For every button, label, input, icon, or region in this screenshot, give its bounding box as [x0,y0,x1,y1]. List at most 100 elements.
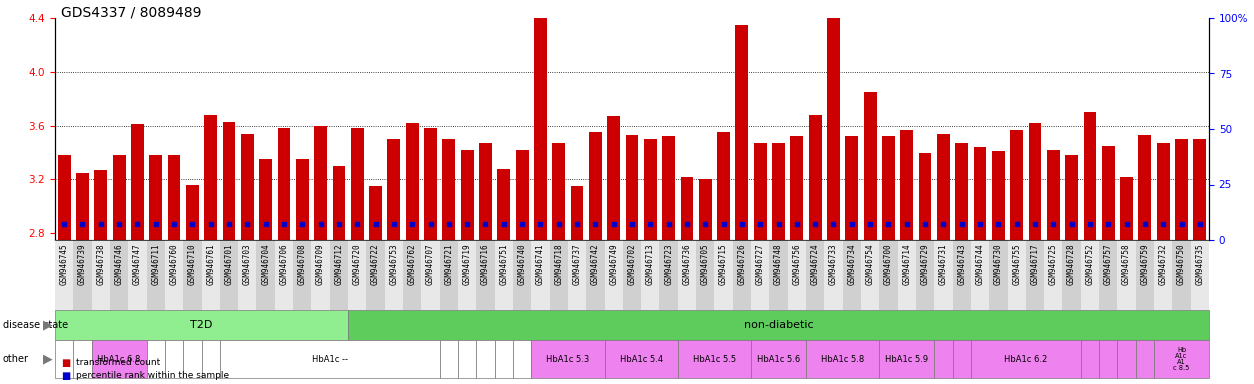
Bar [915,240,934,310]
Text: GSM946749: GSM946749 [609,243,618,285]
Text: other: other [3,354,29,364]
Bar [809,115,821,240]
Bar [424,128,436,240]
Bar [76,173,89,240]
Bar [788,240,806,310]
Bar [604,240,623,310]
Bar [55,240,73,310]
Text: HbA1c 5.4: HbA1c 5.4 [619,354,662,364]
Bar [845,136,858,240]
Bar [238,240,257,310]
Text: GSM946720: GSM946720 [352,243,361,285]
Bar [992,151,1004,240]
Bar [1154,240,1172,310]
Text: GSM946716: GSM946716 [482,243,490,285]
Bar [369,186,382,240]
Text: GSM946733: GSM946733 [829,243,838,285]
Text: GSM946753: GSM946753 [390,243,399,285]
Text: GSM946758: GSM946758 [1122,243,1131,285]
Bar [715,240,732,310]
Bar [919,152,932,240]
Text: T2D: T2D [191,320,213,330]
Bar [1120,177,1132,240]
Bar [641,240,660,310]
Bar [366,240,385,310]
Bar [1045,240,1062,310]
Text: GSM946734: GSM946734 [848,243,856,285]
Bar [898,240,915,310]
Bar [94,170,107,240]
Text: non-diabetic: non-diabetic [744,320,814,330]
Text: GSM946708: GSM946708 [297,243,307,285]
Bar [330,240,349,310]
Text: GSM946761: GSM946761 [206,243,216,285]
Text: GSM946741: GSM946741 [535,243,545,285]
Text: Hb
A1c
A1
c 8.5: Hb A1c A1 c 8.5 [1174,347,1190,371]
Bar [900,130,913,240]
Bar [1062,240,1081,310]
Text: GSM946713: GSM946713 [646,243,655,285]
Text: GSM946711: GSM946711 [152,243,161,285]
Text: GSM946739: GSM946739 [78,243,87,285]
Bar [1047,150,1060,240]
Bar [662,136,675,240]
Bar [479,143,492,240]
Text: GSM946704: GSM946704 [261,243,270,285]
Text: GSM946731: GSM946731 [939,243,948,285]
Text: GSM946706: GSM946706 [280,243,288,285]
Text: GSM946707: GSM946707 [426,243,435,285]
Bar [515,150,528,240]
Bar [989,240,1007,310]
Text: GSM946715: GSM946715 [719,243,729,285]
Bar [643,139,657,240]
Text: disease state: disease state [3,320,68,330]
Bar [1117,240,1136,310]
Bar [698,179,712,240]
Bar [956,143,968,240]
Bar [219,240,238,310]
Text: HbA1c 5.8: HbA1c 5.8 [821,354,864,364]
Bar [1065,155,1078,240]
Text: ■: ■ [61,371,70,381]
Bar [589,132,602,240]
Bar [1102,146,1115,240]
Text: GSM946717: GSM946717 [1031,243,1040,285]
Bar [277,128,291,240]
Text: HbA1c 5.5: HbA1c 5.5 [693,354,736,364]
Bar [349,240,366,310]
Bar [296,159,308,240]
Bar [494,240,513,310]
Bar [513,240,532,310]
Text: GSM946760: GSM946760 [169,243,178,285]
Bar [843,240,861,310]
Text: GSM946738: GSM946738 [97,243,105,285]
Text: GSM946746: GSM946746 [114,243,124,285]
Bar [626,135,638,240]
Text: GSM946755: GSM946755 [1012,243,1021,285]
Bar [772,143,785,240]
Bar [717,132,730,240]
Text: GSM946712: GSM946712 [335,243,344,285]
Text: GSM946751: GSM946751 [499,243,508,285]
Text: GSM946722: GSM946722 [371,243,380,285]
Text: GSM946754: GSM946754 [865,243,874,285]
Bar [183,240,202,310]
Text: GSM946714: GSM946714 [903,243,912,285]
Bar [824,240,843,310]
Bar [113,155,125,240]
Bar [736,25,749,240]
Text: GSM946762: GSM946762 [408,243,416,285]
Text: percentile rank within the sample: percentile rank within the sample [76,371,229,380]
Bar [421,240,440,310]
Text: GSM946748: GSM946748 [774,243,782,285]
Bar [790,136,804,240]
Bar [1028,123,1041,240]
Bar [186,185,199,240]
Bar [443,139,455,240]
Bar [754,143,766,240]
Bar [1139,135,1151,240]
Bar [260,159,272,240]
Bar [568,240,586,310]
Text: GSM946725: GSM946725 [1048,243,1058,285]
Bar [532,240,549,310]
